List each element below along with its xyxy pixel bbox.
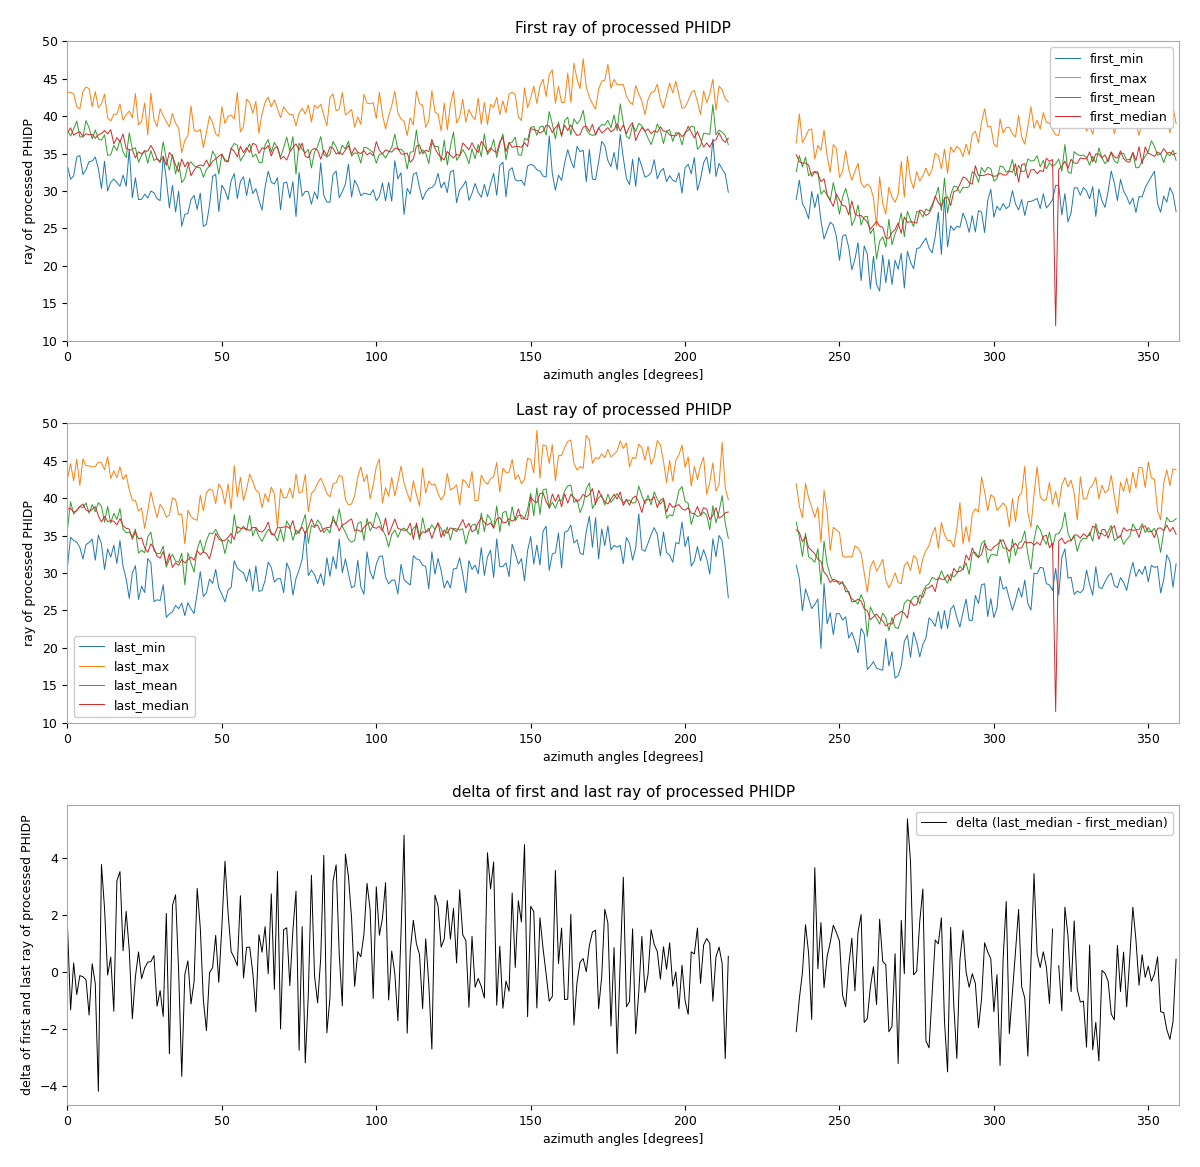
first_min [1110,194,1124,208]
Legend: first_min, first_max, first_mean, first_median: first_min, first_max, first_mean, first_… [1050,48,1172,128]
last_max [545,438,559,452]
delta (last_median - first_median) [196,993,210,1007]
first_min [60,159,74,173]
Title: delta of first and last ray of processed PHIDP: delta of first and last ray of processed… [451,785,794,799]
last_median [446,522,461,536]
last_mean [60,522,74,536]
last_min [1110,581,1124,595]
Line: last_mean: last_mean [67,483,1176,636]
last_min [446,562,461,576]
delta (last_median - first_median) [446,901,461,915]
first_median [60,126,74,140]
first_mean [391,142,406,156]
last_median [60,502,74,516]
first_max [1110,114,1124,128]
delta (last_median - first_median) [391,1014,406,1028]
X-axis label: azimuth angles [degrees]: azimuth angles [degrees] [544,369,703,382]
last_median [196,545,210,559]
Title: First ray of processed PHIDP: First ray of processed PHIDP [515,21,731,36]
first_max [60,85,74,99]
Line: first_mean: first_mean [67,104,1176,259]
first_median [1110,151,1124,165]
Line: last_median: last_median [67,489,1176,712]
Line: first_max: first_max [67,58,1176,226]
first_mean [1169,153,1183,167]
X-axis label: azimuth angles [degrees]: azimuth angles [degrees] [544,1133,703,1146]
last_mean [1169,511,1183,525]
Legend: delta (last_median - first_median): delta (last_median - first_median) [916,811,1172,834]
first_max [545,63,559,77]
last_median [1110,531,1124,545]
last_max [446,481,461,495]
first_min [196,219,210,233]
first_median [446,151,461,165]
first_median [427,141,442,155]
first_min [391,172,406,186]
first_min [446,163,461,177]
last_mean [545,495,559,509]
last_min [60,559,74,573]
Line: delta (last_median - first_median): delta (last_median - first_median) [67,819,1176,1091]
last_min [196,589,210,603]
first_mean [1110,156,1124,170]
first_median [1169,146,1183,160]
delta (last_median - first_median) [427,888,442,902]
Line: last_max: last_max [67,431,1176,592]
first_mean [427,140,442,154]
last_max [391,475,406,489]
Title: Last ray of processed PHIDP: Last ray of processed PHIDP [516,403,731,418]
delta (last_median - first_median) [545,990,559,1004]
last_min [427,567,442,581]
last_max [60,471,74,485]
last_median [1169,527,1183,541]
Y-axis label: ray of processed PHIDP: ray of processed PHIDP [23,118,36,264]
first_max [391,106,406,120]
Legend: last_min, last_max, last_mean, last_median: last_min, last_max, last_mean, last_medi… [73,636,194,717]
delta (last_median - first_median) [60,920,74,934]
last_max [1169,463,1183,477]
first_min [545,167,559,181]
X-axis label: azimuth angles [degrees]: azimuth angles [degrees] [544,752,703,764]
first_min [427,177,442,191]
first_mean [446,125,461,139]
last_min [391,587,406,601]
first_median [391,141,406,155]
first_mean [60,124,74,138]
last_mean [446,522,461,536]
first_max [446,84,461,98]
Line: first_min: first_min [67,134,1176,291]
last_min [1169,557,1183,571]
Line: first_median: first_median [67,123,1176,326]
last_mean [196,545,210,559]
last_min [545,547,559,561]
first_min [1169,204,1183,218]
last_median [391,522,406,536]
last_mean [1110,531,1124,545]
last_max [1110,506,1124,520]
last_median [427,523,442,537]
first_mean [196,170,210,184]
delta (last_median - first_median) [1169,952,1183,966]
last_max [196,504,210,518]
Y-axis label: delta of first and last ray of processed PHIDP: delta of first and last ray of processed… [20,815,34,1096]
last_median [545,487,559,501]
first_median [196,159,210,173]
Y-axis label: ray of processed PHIDP: ray of processed PHIDP [23,501,36,647]
first_median [545,126,559,140]
first_max [196,140,210,154]
Line: last_min: last_min [67,513,1176,678]
last_mean [391,530,406,544]
first_max [1169,117,1183,131]
delta (last_median - first_median) [1110,938,1124,952]
first_mean [545,117,559,131]
last_mean [427,523,442,537]
first_max [427,105,442,119]
last_max [427,477,442,491]
